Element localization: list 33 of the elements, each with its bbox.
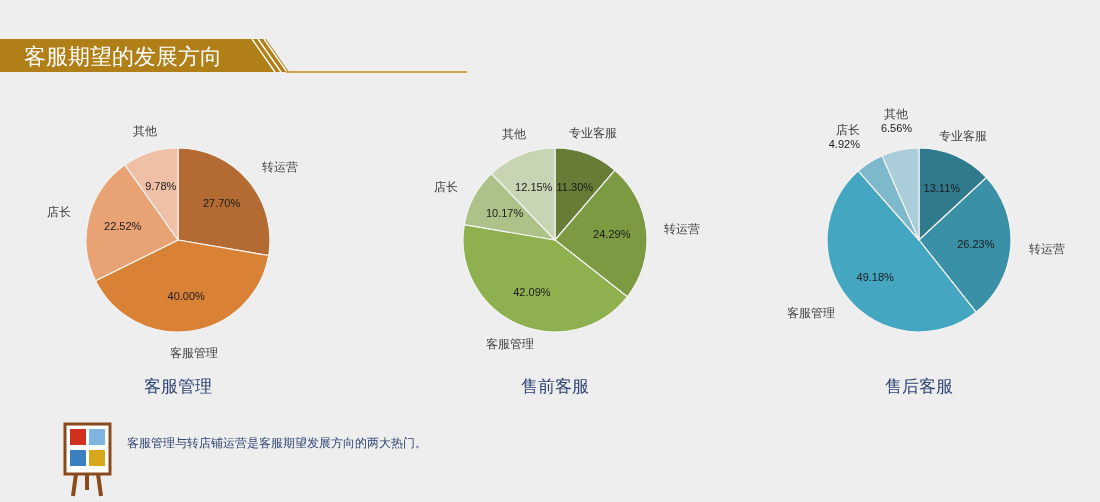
slice-label: 专业客服 — [569, 126, 618, 140]
slice-label: 客服管理 — [486, 337, 535, 351]
slice-label: 转运营 — [664, 222, 701, 235]
slice-label: 其他 — [132, 125, 157, 138]
data-label: 40.00% — [167, 290, 206, 303]
slice-label: 其他 — [502, 128, 527, 141]
slice-label: 转运营 — [262, 160, 299, 173]
data-label: 22.52% — [104, 219, 142, 232]
slice-label: 客服管理 — [169, 345, 218, 359]
text: 客服管理 — [144, 377, 212, 396]
slice-label: 专业客服 — [939, 128, 988, 142]
data-label: 4.92% — [828, 137, 861, 150]
data-label: 13.11% — [923, 181, 961, 194]
data-label: 6.56% — [880, 122, 913, 135]
data-label: 12.15% — [515, 181, 553, 194]
data-label: 27.70% — [202, 197, 241, 210]
slice-label: 店长 — [47, 204, 72, 218]
slice-label: 其他 — [884, 108, 909, 121]
text: 售后客服 — [885, 377, 953, 396]
data-label: 9.78% — [145, 179, 177, 192]
slice-label: 店长 — [433, 179, 458, 193]
data-label: 11.30% — [556, 180, 594, 193]
text: 客服期望的发展方向 — [24, 44, 222, 69]
slice-label: 转运营 — [1028, 242, 1065, 255]
slice-label: 店长 — [835, 122, 860, 136]
text: 客服管理与转店铺运营是客服期望发展方向的两大热门。 — [127, 436, 427, 449]
text: 售前客服 — [521, 377, 589, 396]
data-label: 10.17% — [485, 207, 524, 220]
data-label: 42.09% — [513, 286, 551, 299]
data-label: 26.23% — [957, 238, 995, 251]
data-label: 24.29% — [593, 228, 631, 241]
data-label: 49.18% — [856, 270, 895, 283]
slice-label: 客服管理 — [786, 306, 835, 320]
